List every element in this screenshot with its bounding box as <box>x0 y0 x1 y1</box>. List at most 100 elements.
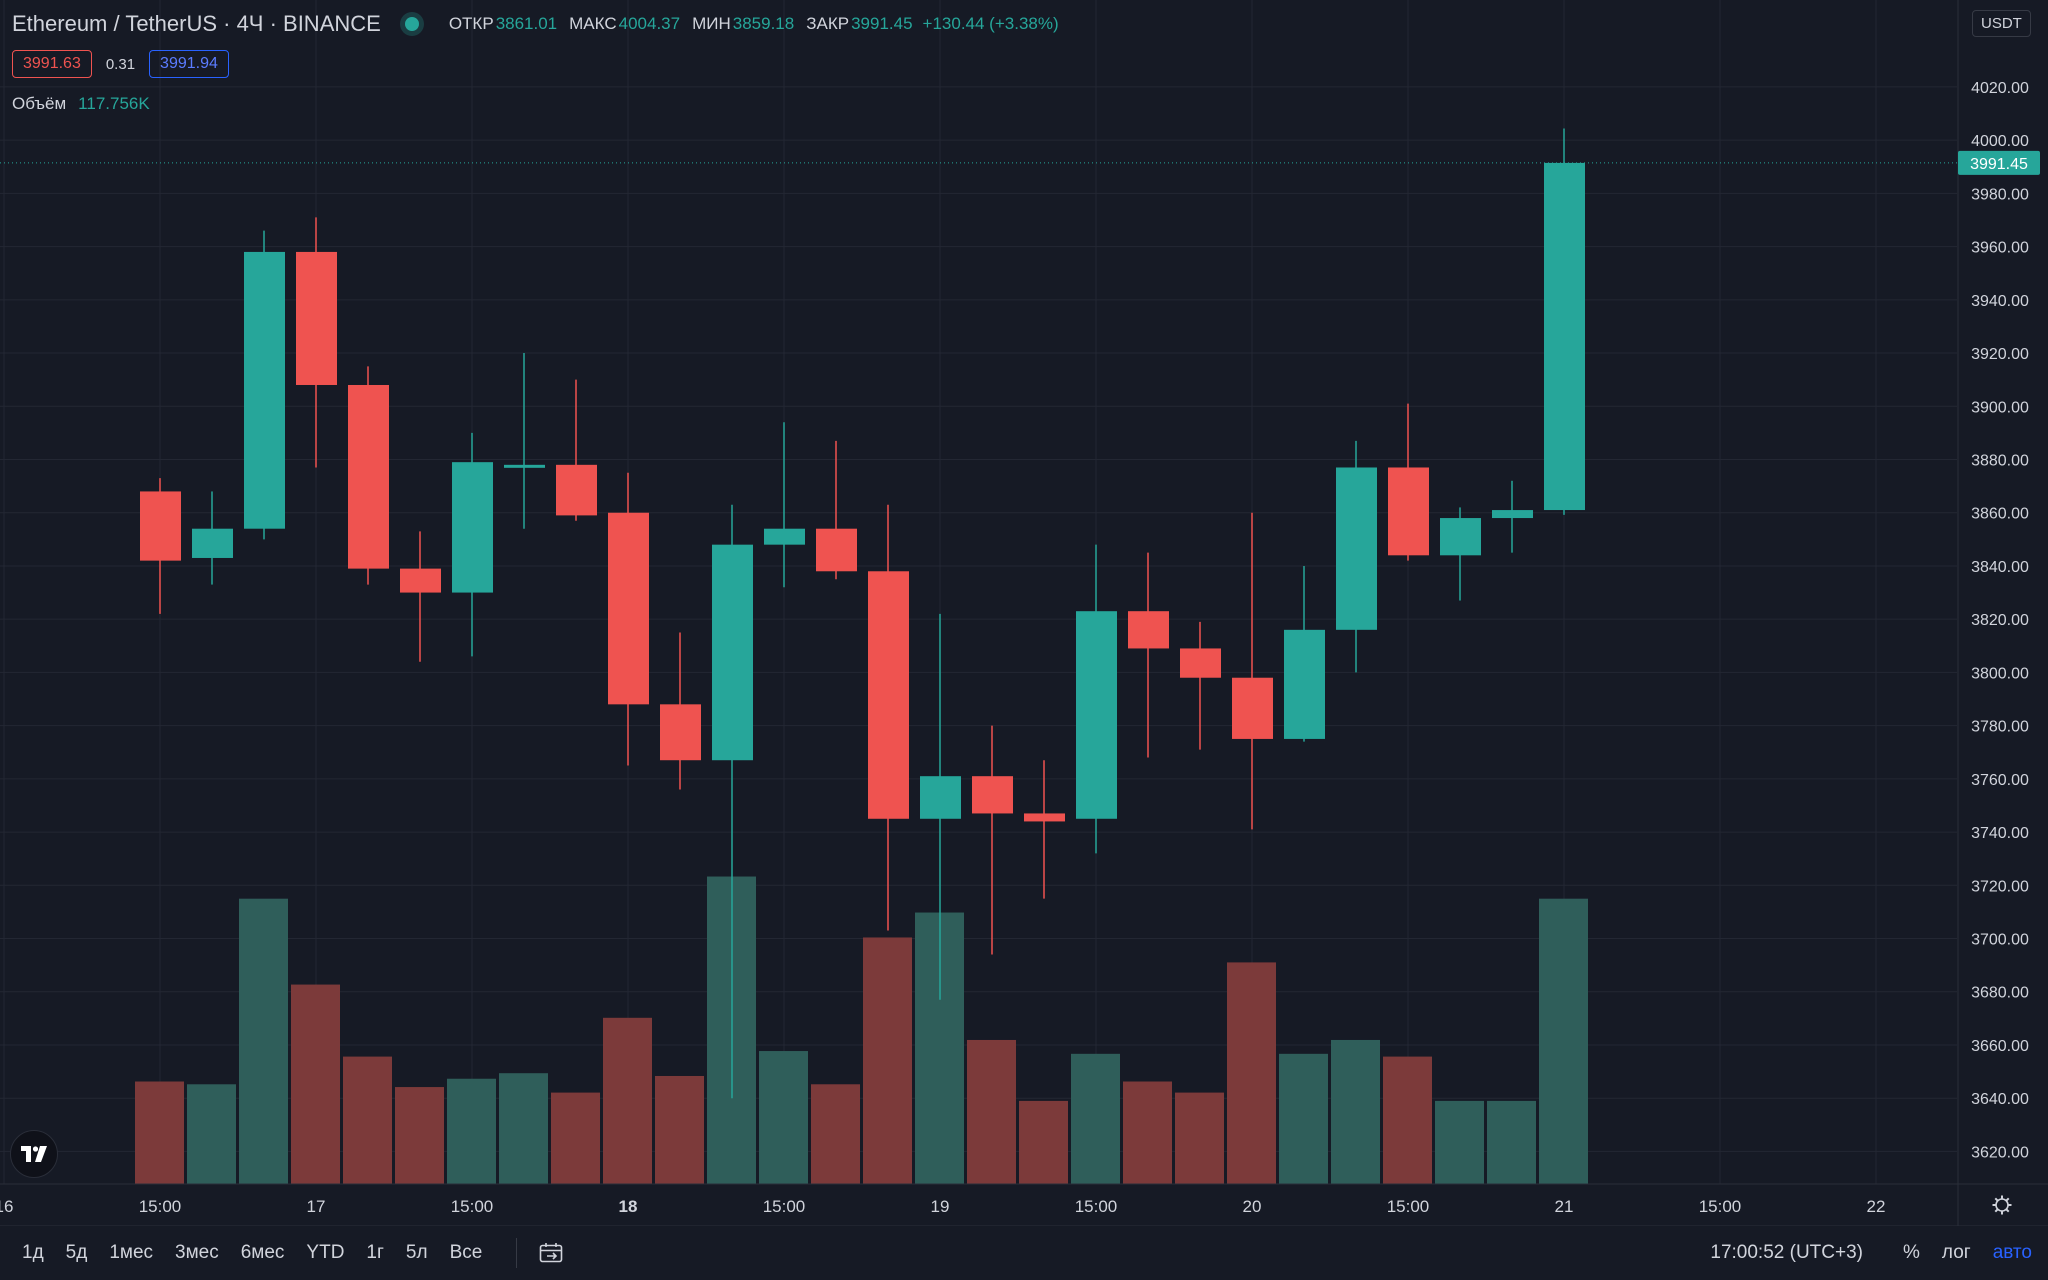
go-to-date-calendar-icon[interactable] <box>539 1242 565 1264</box>
auto-scale-toggle[interactable]: авто <box>1992 1242 2032 1263</box>
candle-body <box>1388 467 1429 556</box>
candle-body <box>504 464 545 468</box>
volume-bar <box>239 898 288 1184</box>
clock-timezone[interactable]: 17:00:52 (UTC+3) <box>1710 1242 1863 1263</box>
range-1y-button[interactable]: 1г <box>366 1242 384 1263</box>
volume-bar <box>447 1078 496 1184</box>
bottom-toolbar: 1д 5д 1мес 3мес 6мес YTD 1г 5л Все 17:00… <box>0 1226 2048 1280</box>
volume-label: Объём <box>12 94 67 113</box>
high-label: МАКС <box>569 14 617 33</box>
price-axis-label: 4020.00 <box>1971 80 2029 97</box>
volume-legend[interactable]: Объём 117.756K <box>12 92 150 116</box>
candle-body <box>244 251 285 529</box>
open-label: ОТКР <box>448 14 494 33</box>
buy-price-button[interactable]: 3991.94 <box>149 50 229 78</box>
candle-body <box>348 384 389 569</box>
range-6m-button[interactable]: 6мес <box>240 1242 285 1263</box>
open-value: 3861.01 <box>495 14 558 33</box>
candle-body <box>192 528 233 558</box>
candle-body <box>452 462 493 593</box>
volume-bar <box>187 1084 236 1184</box>
volume-bar <box>1435 1100 1484 1184</box>
time-axis-label: 15:00 <box>1699 1197 1742 1216</box>
price-axis-label: 3840.00 <box>1971 559 2029 576</box>
price-axis-label: 3720.00 <box>1971 878 2029 895</box>
scale-controls: 17:00:52 (UTC+3) % лог авто <box>1710 1226 2032 1280</box>
range-ytd-button[interactable]: YTD <box>306 1242 345 1263</box>
candle-body <box>1076 611 1117 819</box>
price-axis-label: 3780.00 <box>1971 719 2029 736</box>
candle-body <box>816 528 857 572</box>
spread-value: 0.31 <box>105 55 136 73</box>
range-5d-button[interactable]: 5д <box>65 1242 88 1263</box>
currency-button[interactable]: USDT <box>1972 10 2031 37</box>
range-5y-button[interactable]: 5л <box>405 1242 428 1263</box>
volume-bar <box>1539 898 1588 1184</box>
price-axis-label: 3760.00 <box>1971 772 2029 789</box>
volume-bar <box>967 1039 1016 1184</box>
volume-bar <box>135 1081 184 1184</box>
range-1m-button[interactable]: 1мес <box>109 1242 154 1263</box>
time-axis-label: 15:00 <box>763 1197 806 1216</box>
settings-gear-icon[interactable] <box>1992 1195 2012 1215</box>
candle-body <box>764 528 805 545</box>
range-all-button[interactable]: Все <box>449 1242 483 1263</box>
candle-body <box>972 776 1013 814</box>
volume-bar <box>655 1075 704 1184</box>
volume-bar <box>1019 1100 1068 1184</box>
percent-scale-toggle[interactable]: % <box>1902 1242 1920 1263</box>
volume-bar <box>343 1056 392 1184</box>
toolbar-divider <box>516 1238 518 1268</box>
volume-bar <box>811 1084 860 1184</box>
last-price-tag <box>1958 150 2040 175</box>
price-axis-label: 3980.00 <box>1971 186 2029 203</box>
change-value: +130.44 (+3.38%) <box>922 14 1059 33</box>
time-axis-label: 15:00 <box>139 1197 182 1216</box>
close-label: ЗАКР <box>806 14 850 33</box>
candle-body <box>868 571 909 819</box>
tradingview-logo-icon[interactable] <box>10 1130 58 1178</box>
candle-body <box>1180 648 1221 678</box>
price-axis-label: 3960.00 <box>1971 240 2029 257</box>
candle-body <box>1336 467 1377 630</box>
symbol-title[interactable]: Ethereum / TetherUS · 4Ч · BINANCE <box>12 11 381 36</box>
volume-bar <box>1331 1039 1380 1184</box>
bid-ask-row: 3991.63 0.31 3991.94 <box>12 48 229 80</box>
volume-bar <box>1487 1100 1536 1184</box>
candle-body <box>1024 813 1065 822</box>
candle-body <box>1232 677 1273 739</box>
high-value: 4004.37 <box>618 14 681 33</box>
time-axis-label: 15:00 <box>451 1197 494 1216</box>
price-axis-label: 3680.00 <box>1971 985 2029 1002</box>
candle-body <box>1128 611 1169 649</box>
price-axis-background <box>1958 0 2048 1226</box>
volume-bar <box>863 937 912 1184</box>
candle-body <box>1284 629 1325 739</box>
candle-body <box>1544 162 1585 511</box>
market-open-dot-icon <box>404 17 419 31</box>
price-axis-label: 3800.00 <box>1971 665 2029 682</box>
candle-body <box>1492 510 1533 519</box>
volume-bar <box>1071 1053 1120 1184</box>
volume-bar <box>603 1017 652 1184</box>
price-axis-label: 3880.00 <box>1971 453 2029 470</box>
sell-price-button[interactable]: 3991.63 <box>12 50 92 78</box>
log-scale-toggle[interactable]: лог <box>1941 1242 1971 1263</box>
chart-background <box>0 0 2048 1226</box>
volume-bar <box>395 1087 444 1184</box>
candle-body <box>140 491 181 561</box>
time-axis-label: 22 <box>1867 1197 1886 1216</box>
price-axis-label: 3860.00 <box>1971 506 2029 523</box>
time-axis-label: 18 <box>619 1197 638 1216</box>
price-axis-label: 3820.00 <box>1971 612 2029 629</box>
volume-bar <box>1175 1092 1224 1184</box>
price-axis-label: 3660.00 <box>1971 1038 2029 1055</box>
time-axis-label: 16 <box>0 1197 13 1216</box>
range-1d-button[interactable]: 1д <box>22 1242 44 1263</box>
candle-body <box>920 776 961 819</box>
volume-bar <box>551 1092 600 1184</box>
candle-body <box>1440 518 1481 556</box>
price-chart[interactable]: 3620.00 3640.00 3660.00 3680.00 3700.00 3720.… <box>0 0 2048 1226</box>
range-3m-button[interactable]: 3мес <box>175 1242 219 1263</box>
volume-bar <box>291 984 340 1184</box>
